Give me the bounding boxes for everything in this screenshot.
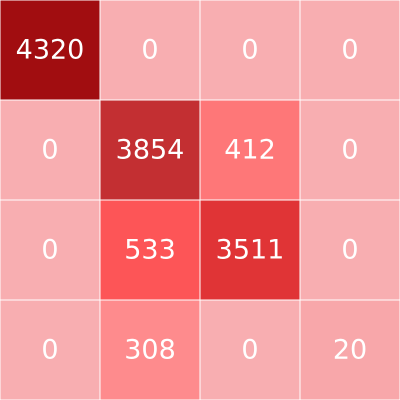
heatmap-cell-r2-c4 [299,99,400,201]
heatmap-value-label-r1-c2: 0 [141,35,158,66]
heatmap-labels: 4320 0 0 0 0 3854 412 0 0 533 3511 0 0 308 0 20 [16,35,368,366]
heatmap-cell-r1-c2 [99,0,201,101]
heatmap-value-label-r4-c2: 308 [124,335,176,366]
heatmap-value-label-r1-c1: 4320 [16,35,85,66]
heatmap-value-label-r2-c2: 3854 [116,135,185,166]
heatmap-value-label-r4-c3: 0 [241,335,258,366]
heatmap-cell-r3-c4 [299,199,400,301]
heatmap-value-label-r1-c3: 0 [241,35,258,66]
heatmap-value-label-r4-c4: 20 [333,335,367,366]
heatmap-value-label-r2-c1: 0 [41,135,58,166]
heatmap-cell-r4-c4 [299,299,400,400]
heatmap-cell-r2-c1 [0,99,101,201]
heatmap-cell-r3-c2 [99,199,201,301]
heatmap-value-label-r3-c2: 533 [124,235,176,266]
heatmap-cell-r4-c3 [199,299,301,400]
heatmap-value-label-r2-c4: 0 [341,135,358,166]
heatmap-value-label-r3-c4: 0 [341,235,358,266]
heatmap-cell-r4-c2 [99,299,201,400]
heatmap-value-label-r4-c1: 0 [41,335,58,366]
heatmap-value-label-r1-c4: 0 [341,35,358,66]
heatmap-cell-r4-c1 [0,299,101,400]
heatmap-value-label-r2-c3: 412 [224,135,276,166]
heatmap-value-label-r3-c3: 3511 [216,235,285,266]
heatmap-cell-r1-c4 [299,0,400,101]
heatmap-value-label-r3-c1: 0 [41,235,58,266]
heatmap-cell-r3-c1 [0,199,101,301]
heatmap-cell-r3-c3 [199,199,301,301]
heatmap-cell-r1-c1 [0,0,101,101]
heatmap-cell-r2-c3 [199,99,301,201]
